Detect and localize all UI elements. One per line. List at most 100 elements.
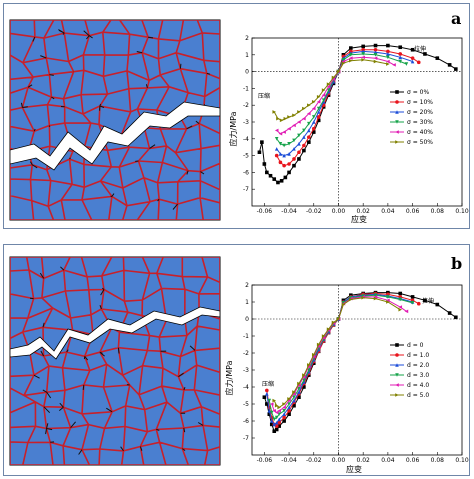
panel-a-figure: a -0.06 -0.04 -0.02 0.00 0.02 0.04 0.06 0.08 0.1… — [9, 9, 469, 224]
data-point — [386, 298, 390, 303]
data-point — [398, 307, 403, 312]
y-tick-label: -4 — [243, 136, 249, 143]
data-point — [274, 420, 279, 425]
legend-label: d = 3.0 — [407, 372, 429, 379]
data-point — [287, 126, 291, 131]
y-tick-label: 1 — [245, 299, 249, 306]
data-point — [361, 58, 365, 62]
data-point — [297, 120, 301, 124]
stress-strain-chart-b: -0.06 -0.04 -0.02 0.00 0.02 0.04 0.06 0.08 0.10 2… — [243, 282, 469, 464]
data-point — [435, 56, 440, 60]
y-tick-label: -3 — [243, 119, 249, 126]
data-point — [307, 363, 311, 367]
legend-marker — [395, 393, 399, 397]
legend-entry: σ = 10% — [390, 99, 433, 106]
data-point — [435, 302, 440, 307]
x-tick-label: 0.00 — [332, 457, 346, 464]
data-point — [302, 128, 306, 133]
data-point — [278, 160, 283, 165]
data-point — [404, 309, 409, 314]
data-point — [282, 143, 286, 148]
data-point — [282, 405, 286, 410]
data-point — [302, 106, 306, 111]
data-point — [341, 302, 346, 307]
data-point — [297, 383, 301, 388]
legend-label: d = 1.0 — [407, 352, 429, 359]
data-point — [321, 335, 326, 340]
data-point — [265, 388, 269, 393]
x-axis-label: 应变 — [346, 464, 362, 474]
data-point — [410, 47, 415, 52]
data-point — [331, 75, 336, 80]
legend-label: σ = 40% — [407, 129, 433, 136]
x-axis-label: 应变 — [351, 214, 367, 224]
data-point — [282, 163, 286, 168]
data-point — [262, 395, 267, 399]
data-point — [274, 427, 279, 432]
legend-entry: d = 5.0 — [390, 392, 429, 399]
y-tick-label: -7 — [243, 186, 249, 193]
data-point — [302, 116, 306, 121]
legend-marker — [395, 90, 399, 94]
x-tick-label: 0.00 — [332, 208, 346, 215]
legend-entry: d = 3.0 — [390, 372, 429, 379]
data-point — [267, 409, 272, 413]
legend-marker — [395, 373, 399, 377]
data-point — [326, 84, 331, 89]
data-point — [326, 327, 331, 331]
data-point — [321, 93, 326, 97]
microstructure-image-a — [9, 19, 221, 221]
data-point — [297, 395, 301, 399]
microstructure-image-b — [9, 256, 221, 466]
micro-crack-lines — [29, 266, 204, 455]
panel-b-figure: b -0.06 -0.04 -0.02 0.00 0.02 0.04 0.06 0.08 0.1… — [9, 254, 469, 474]
data-point — [302, 373, 306, 377]
data-point — [269, 422, 274, 427]
data-point — [302, 135, 306, 139]
data-point — [447, 311, 452, 315]
data-point — [386, 59, 390, 64]
crack-band-b — [10, 306, 220, 360]
data-point — [274, 415, 279, 420]
data-point — [287, 402, 291, 406]
data-point — [276, 180, 280, 185]
legend-marker — [395, 110, 399, 114]
series-5 — [272, 58, 390, 123]
data-point — [274, 147, 279, 151]
data-point — [297, 133, 301, 138]
data-point — [423, 298, 427, 303]
data-point — [349, 56, 353, 60]
data-point — [274, 153, 279, 158]
data-point — [297, 157, 301, 161]
annotation-tension: 拉伸 — [414, 45, 426, 53]
data-point — [373, 47, 378, 52]
data-point — [321, 334, 326, 338]
data-point — [307, 121, 311, 126]
data-point — [260, 140, 264, 144]
panel-letter: b — [451, 254, 462, 273]
data-point — [386, 52, 390, 56]
legend-marker — [395, 363, 399, 367]
data-point — [410, 56, 415, 60]
data-point — [373, 53, 378, 57]
data-point — [278, 152, 283, 156]
data-point — [297, 110, 301, 114]
data-point — [311, 115, 316, 119]
x-tick-label: 0.04 — [381, 457, 395, 464]
series-line — [276, 56, 395, 135]
grain-boundary-network — [10, 20, 220, 220]
legend-entry: d = 1.0 — [390, 352, 429, 359]
data-point — [297, 142, 301, 146]
data-point — [287, 397, 291, 401]
data-point — [341, 58, 346, 62]
legend-label: d = 2.0 — [407, 362, 429, 369]
data-point — [282, 419, 286, 423]
data-point — [292, 113, 296, 118]
data-point — [282, 153, 286, 158]
x-tick-label: 0.02 — [356, 457, 370, 464]
data-point — [278, 131, 283, 136]
data-point — [361, 55, 365, 60]
data-point — [283, 116, 288, 121]
data-point — [287, 405, 291, 410]
data-point — [292, 123, 296, 128]
